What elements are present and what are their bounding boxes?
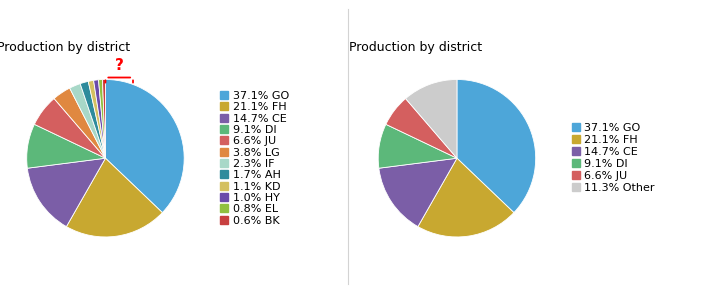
Wedge shape	[93, 80, 105, 158]
Wedge shape	[378, 124, 457, 168]
Legend: 37.1% GO, 21.1% FH, 14.7% CE, 9.1% DI, 6.6% JU, 3.8% LG, 2.3% IF, 1.7% AH, 1.1% : 37.1% GO, 21.1% FH, 14.7% CE, 9.1% DI, 6…	[219, 90, 290, 227]
Text: Production by district: Production by district	[0, 42, 130, 54]
Wedge shape	[70, 84, 105, 158]
Wedge shape	[27, 158, 105, 226]
Wedge shape	[386, 98, 457, 158]
Wedge shape	[66, 158, 162, 237]
Wedge shape	[89, 80, 105, 158]
Text: ?: ?	[115, 58, 124, 73]
Wedge shape	[98, 79, 105, 158]
Text: Production by district: Production by district	[349, 42, 482, 54]
Wedge shape	[457, 79, 536, 213]
Wedge shape	[34, 98, 105, 158]
Wedge shape	[418, 158, 514, 237]
Wedge shape	[27, 124, 105, 168]
Legend: 37.1% GO, 21.1% FH, 14.7% CE, 9.1% DI, 6.6% JU, 11.3% Other: 37.1% GO, 21.1% FH, 14.7% CE, 9.1% DI, 6…	[571, 122, 656, 194]
Wedge shape	[379, 158, 457, 226]
Wedge shape	[54, 88, 105, 158]
Text: ✓: ✓	[396, 34, 409, 52]
Wedge shape	[406, 79, 457, 158]
Wedge shape	[80, 81, 105, 158]
Wedge shape	[103, 79, 105, 158]
Wedge shape	[105, 79, 184, 213]
